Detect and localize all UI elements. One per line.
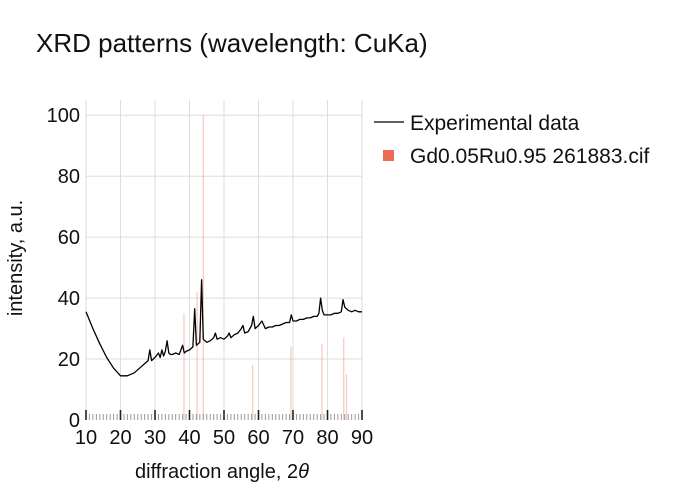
legend-experimental-label: Experimental data	[410, 112, 580, 135]
x-tick-label: 30	[144, 427, 166, 449]
x-tick-label: 40	[178, 427, 200, 449]
experimental-line	[85, 279, 362, 377]
y-tick-label: 0	[69, 410, 80, 432]
y-tick-label: 20	[58, 349, 80, 371]
x-tick-labels: 10 20 30 40 50 60 70 80 90	[75, 427, 373, 449]
x-tick-label: 50	[213, 427, 235, 449]
x-tick-label: 70	[282, 427, 304, 449]
legend-reference-label: Gd0.05Ru0.95 261883.cif	[410, 145, 650, 168]
y-tick-label: 100	[47, 105, 80, 127]
grid-lines	[85, 100, 363, 420]
x-tick-label: 80	[316, 427, 338, 449]
x-minor-ticks	[85, 410, 363, 420]
x-tick-label: 20	[109, 427, 131, 449]
y-tick-label: 60	[58, 227, 80, 249]
legend: Experimental data Gd0.05Ru0.95 261883.ci…	[374, 112, 650, 168]
x-tick-label: 60	[247, 427, 269, 449]
y-tick-label: 40	[58, 288, 80, 310]
chart-title: XRD patterns (wavelength: CuKa)	[36, 28, 428, 58]
x-tick-label: 10	[75, 427, 97, 449]
reference-sticks	[183, 115, 348, 420]
y-tick-labels: 0 20 40 60 80 100	[47, 105, 80, 432]
x-axis-label: diffraction angle, 2θ	[135, 461, 309, 483]
x-tick-label: 90	[351, 427, 373, 449]
y-tick-label: 80	[58, 166, 80, 188]
experimental-series	[85, 279, 362, 377]
y-axis-label: intensity, a.u.	[5, 200, 27, 316]
legend-reference-swatch	[383, 150, 394, 161]
